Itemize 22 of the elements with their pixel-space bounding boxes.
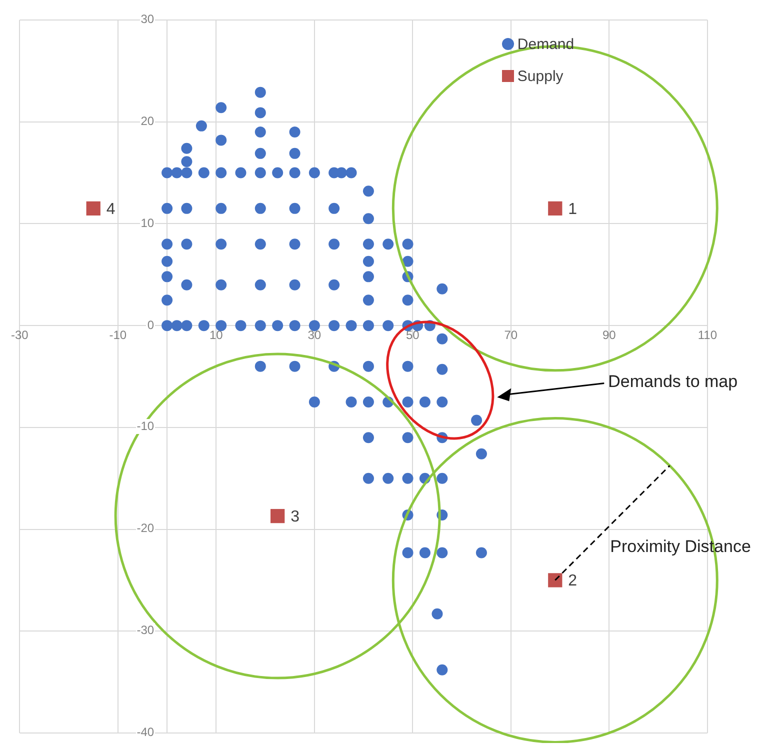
x-tick-label: 30 [308, 328, 322, 342]
y-tick-label: 10 [140, 216, 156, 231]
y-tick-label: 30 [140, 12, 156, 27]
annotation: 1 [568, 200, 578, 218]
annotation: 2 [568, 572, 578, 590]
x-tick-label: 90 [602, 328, 616, 342]
annotation: 4 [106, 200, 116, 218]
y-tick-label: -30 [136, 623, 156, 638]
x-tick-label: -10 [109, 328, 127, 342]
x-tick-label: 70 [504, 328, 518, 342]
annotation: 3 [290, 508, 300, 526]
y-tick-label: 0 [146, 318, 156, 333]
annotation: Demands to map [608, 372, 738, 392]
y-tick-label: -40 [136, 725, 156, 740]
x-tick-label: -30 [11, 328, 29, 342]
y-tick-label: -10 [136, 419, 156, 434]
y-tick-label: 20 [140, 114, 156, 129]
x-tick-label: 110 [698, 328, 718, 342]
x-tick-label: 50 [406, 328, 420, 342]
x-tick-label: 10 [209, 328, 224, 342]
y-tick-label: -20 [136, 521, 156, 536]
legend-label: Supply [517, 68, 564, 84]
